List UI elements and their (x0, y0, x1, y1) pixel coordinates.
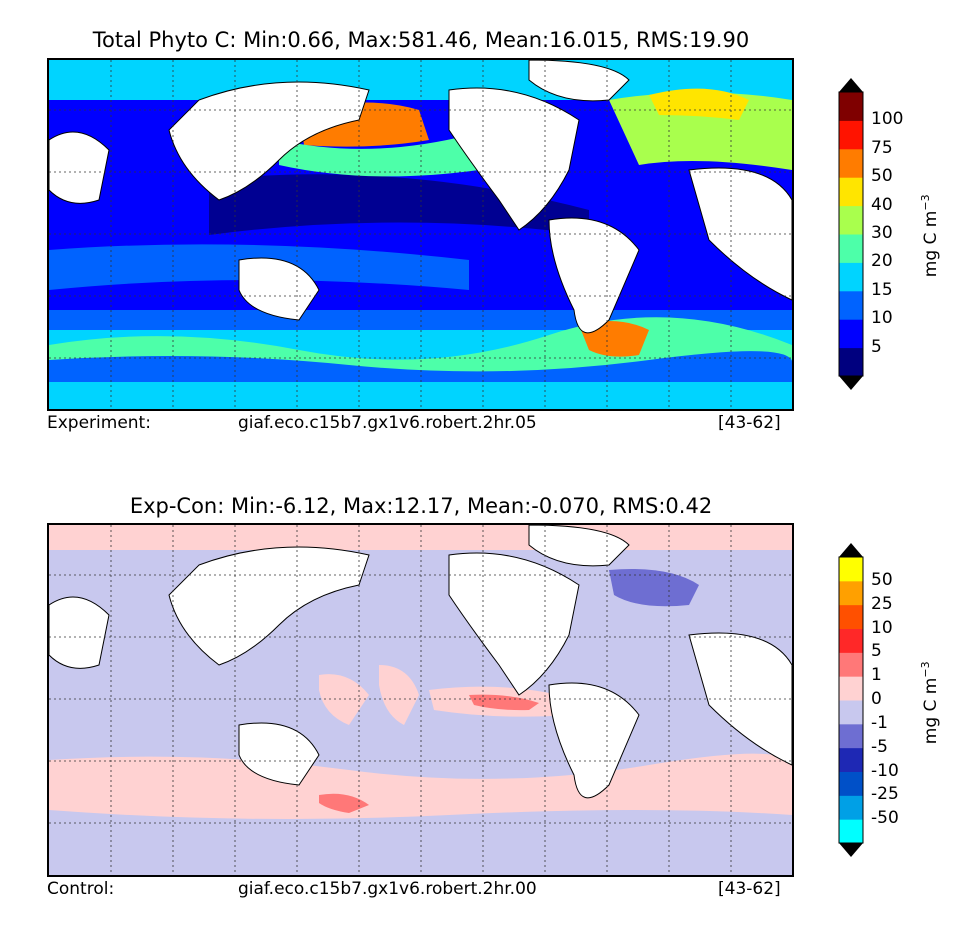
colorbar-tick-label: 100 (871, 109, 904, 130)
south-america-land (548, 682, 640, 799)
panel-2-colorbar (838, 543, 864, 857)
colorbar-segment (839, 604, 863, 629)
colorbar-tick-label: 40 (871, 194, 893, 215)
panel-2-footer-label: Control: (47, 879, 115, 899)
north-atlantic-anomaly (609, 569, 699, 607)
colorbar-segment (839, 723, 863, 749)
colorbar-tick-label: 25 (871, 593, 893, 614)
colorbar-segment (839, 290, 863, 320)
panel-1-map (47, 58, 794, 411)
antarctic-band (49, 382, 792, 409)
panel-2-map (47, 523, 794, 877)
australia-land (238, 257, 320, 321)
colorbar-segment (839, 177, 863, 207)
nz-anomaly (319, 793, 369, 813)
colorbar-tick-label: 0 (871, 689, 882, 709)
panel-1-title: Total Phyto C: Min:0.66, Max:581.46, Mea… (92, 28, 750, 52)
colorbar-segment (839, 747, 863, 772)
equatorial-anomaly-strong (469, 694, 539, 711)
colorbar-segment (839, 819, 863, 844)
graticule (49, 525, 792, 875)
australia-land (238, 722, 320, 786)
north-atlantic (609, 92, 792, 170)
colorbar-segment (839, 234, 863, 263)
colorbar-segment (839, 347, 863, 377)
panel-2-footer-case: giaf.eco.c15b7.gx1v6.robert.2hr.00 (238, 879, 537, 899)
colorbar-segment (839, 580, 863, 606)
colorbar-tick-label: 50 (871, 569, 893, 590)
panel-1-footer-case: giaf.eco.c15b7.gx1v6.robert.2hr.05 (238, 413, 537, 433)
panel-1-map-svg (49, 60, 792, 409)
panel-2-footer-years: [43-62] (718, 879, 781, 899)
colorbar-tick-label: 1 (871, 665, 882, 686)
colorbar-segment (839, 628, 863, 653)
colorbar-segment (839, 795, 863, 820)
colorbar-segment (839, 205, 863, 235)
colorbar-tick-label: -5 (871, 736, 888, 757)
colorbar-tick-label: 5 (871, 336, 882, 357)
east-africa-land (49, 596, 110, 669)
panel-1-colorbar-units: mg C m−3 (919, 194, 941, 278)
north-atlantic-bloom (649, 88, 749, 120)
colorbar-tick-label: 10 (871, 617, 893, 638)
pacific-anomaly-1 (319, 674, 369, 725)
panel-1-footer-years: [43-62] (718, 413, 781, 433)
colorbar-tick-label: -1 (871, 712, 888, 733)
arctic-anomaly (49, 525, 792, 550)
colorbar-extend-low (839, 843, 863, 857)
north-pacific-band (279, 135, 479, 177)
colorbar-tick-label: 30 (871, 223, 893, 243)
colorbar-segment (839, 92, 863, 121)
east-africa-land (49, 131, 110, 204)
graticule (49, 60, 792, 409)
pacific-anomaly-2 (379, 665, 419, 725)
colorbar-tick-label: 10 (871, 308, 893, 329)
colorbar-segment (839, 652, 863, 677)
asia-land (168, 546, 370, 666)
colorbar-extend-low (839, 376, 863, 390)
colorbar-segment (839, 771, 863, 796)
colorbar-tick-label: 50 (871, 166, 893, 187)
colorbar-tick-label: -50 (871, 808, 899, 829)
panel-2-map-svg (49, 525, 792, 875)
colorbar-tick-label: 5 (871, 641, 882, 662)
colorbar-tick-label: 75 (871, 137, 893, 158)
north-america-land (448, 552, 580, 696)
colorbar-segment (839, 676, 863, 701)
colorbar-segment (839, 262, 863, 292)
colorbar-tick-label: -10 (871, 760, 899, 781)
north-america-land (448, 87, 580, 231)
colorbar-tick-label: 20 (871, 251, 893, 272)
colorbar-segment (839, 557, 863, 582)
colorbar-segment (839, 700, 863, 725)
colorbar-extend-high (839, 543, 863, 557)
south-america-land (548, 217, 640, 334)
colorbar-segment (839, 319, 863, 349)
asia-land (168, 81, 370, 201)
panel-2-title: Exp-Con: Min:-6.12, Max:12.17, Mean:-0.0… (129, 494, 713, 518)
panel-1-colorbar (838, 78, 864, 390)
panel-1-footer-label: Experiment: (47, 413, 151, 433)
colorbar-tick-label: -25 (871, 784, 899, 805)
colorbar-segment (839, 148, 863, 178)
panel-2-colorbar-units: mg C m−3 (919, 661, 941, 745)
colorbar-tick-label: 15 (871, 279, 893, 300)
colorbar-extend-high (839, 78, 863, 92)
colorbar-segment (839, 120, 863, 150)
